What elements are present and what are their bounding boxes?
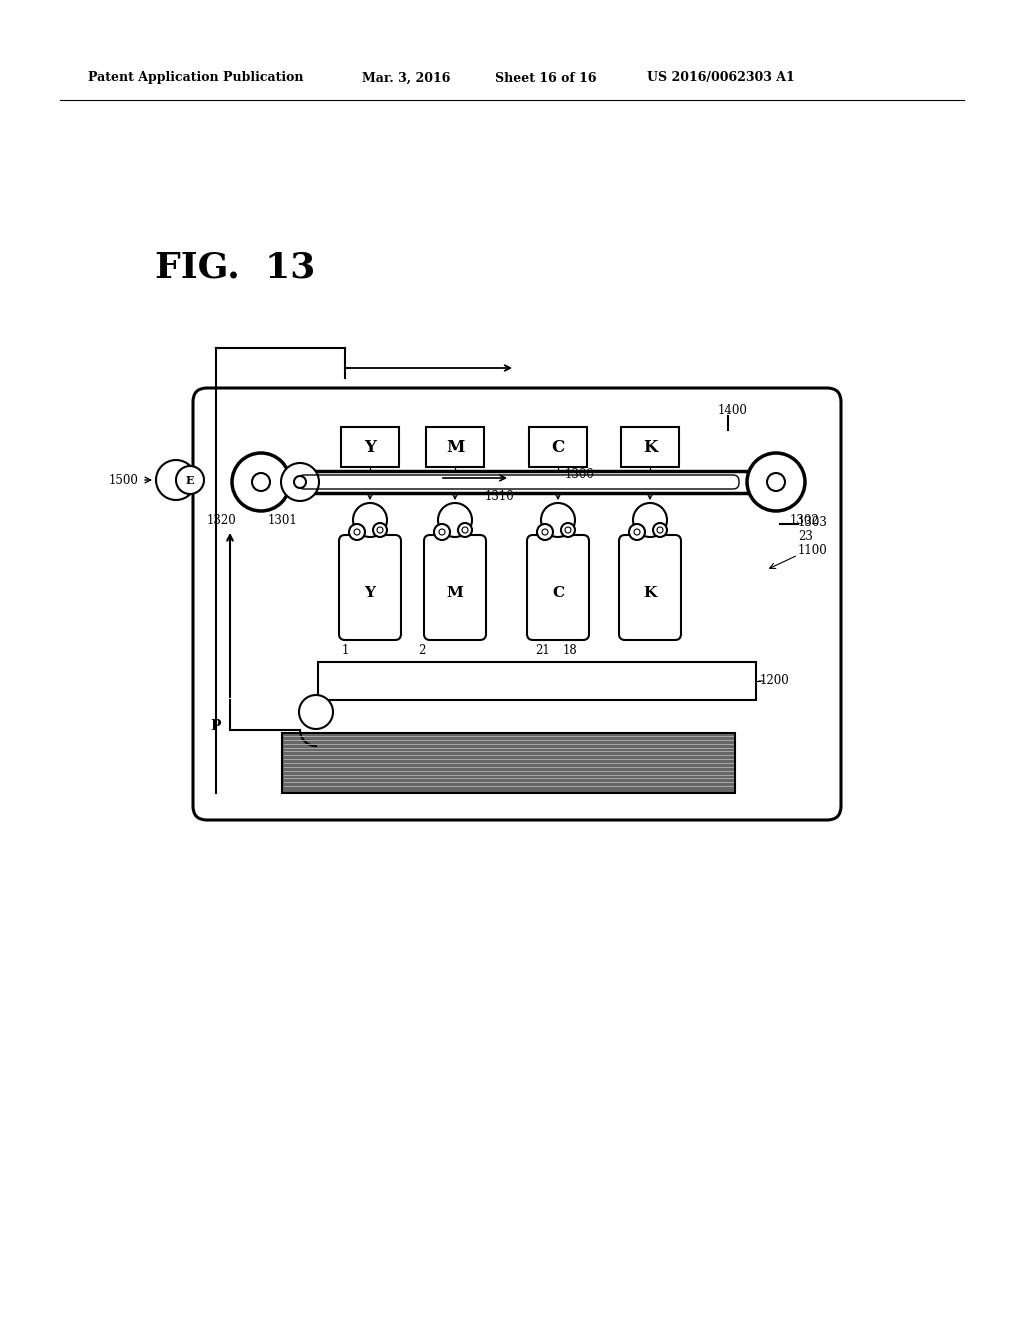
Circle shape [438,503,472,537]
Circle shape [542,529,548,535]
Circle shape [354,529,360,535]
Text: 1310: 1310 [485,490,515,503]
Text: 1320: 1320 [206,513,236,527]
Text: E: E [185,474,195,486]
Circle shape [232,453,290,511]
Circle shape [294,477,306,488]
Text: 1400: 1400 [718,404,748,417]
Circle shape [767,473,785,491]
Circle shape [373,523,387,537]
Text: M: M [446,586,464,599]
Bar [282,733,735,793]
Text: C: C [551,438,564,455]
Circle shape [561,523,575,537]
Bar [426,426,484,467]
FancyBboxPatch shape [527,535,589,640]
Circle shape [462,527,468,533]
Circle shape [458,523,472,537]
Circle shape [299,696,333,729]
Circle shape [156,459,196,500]
Circle shape [746,453,805,511]
Circle shape [541,503,575,537]
Text: 1500: 1500 [109,474,138,487]
Circle shape [537,524,553,540]
Text: 1301: 1301 [268,513,298,527]
Bar [341,426,399,467]
Circle shape [377,527,383,533]
Circle shape [653,523,667,537]
Text: C: C [552,586,564,599]
FancyBboxPatch shape [618,535,681,640]
Text: P: P [211,719,221,733]
Text: Mar. 3, 2016: Mar. 3, 2016 [362,71,451,84]
Text: 1303: 1303 [798,516,827,528]
Text: 2: 2 [419,644,426,656]
Circle shape [439,529,445,535]
Text: US 2016/0062303 A1: US 2016/0062303 A1 [647,71,795,84]
Text: K: K [643,438,657,455]
FancyBboxPatch shape [339,535,401,640]
Circle shape [633,503,667,537]
Text: M: M [445,438,464,455]
Circle shape [634,529,640,535]
Bar [621,426,679,467]
Text: Y: Y [365,438,376,455]
Circle shape [252,473,270,491]
Text: 18: 18 [563,644,578,656]
Circle shape [176,466,204,494]
Text: 21: 21 [536,644,550,656]
Text: 1: 1 [341,644,349,656]
Text: FIG.  13: FIG. 13 [155,251,315,285]
Circle shape [565,527,571,533]
FancyBboxPatch shape [193,388,841,820]
Circle shape [353,503,387,537]
Bar [529,426,587,467]
Text: 1300: 1300 [565,467,595,480]
Text: Y: Y [365,586,376,599]
Text: 1200: 1200 [760,675,790,688]
Circle shape [629,524,645,540]
FancyBboxPatch shape [424,535,486,640]
Text: 1100: 1100 [798,544,827,557]
Text: Patent Application Publication: Patent Application Publication [88,71,303,84]
Circle shape [434,524,450,540]
Circle shape [281,463,319,502]
Text: K: K [643,586,656,599]
Circle shape [349,524,365,540]
Text: 1302: 1302 [790,513,820,527]
Circle shape [657,527,663,533]
Bar [318,663,756,700]
Text: Sheet 16 of 16: Sheet 16 of 16 [495,71,597,84]
Text: 23: 23 [798,529,813,543]
